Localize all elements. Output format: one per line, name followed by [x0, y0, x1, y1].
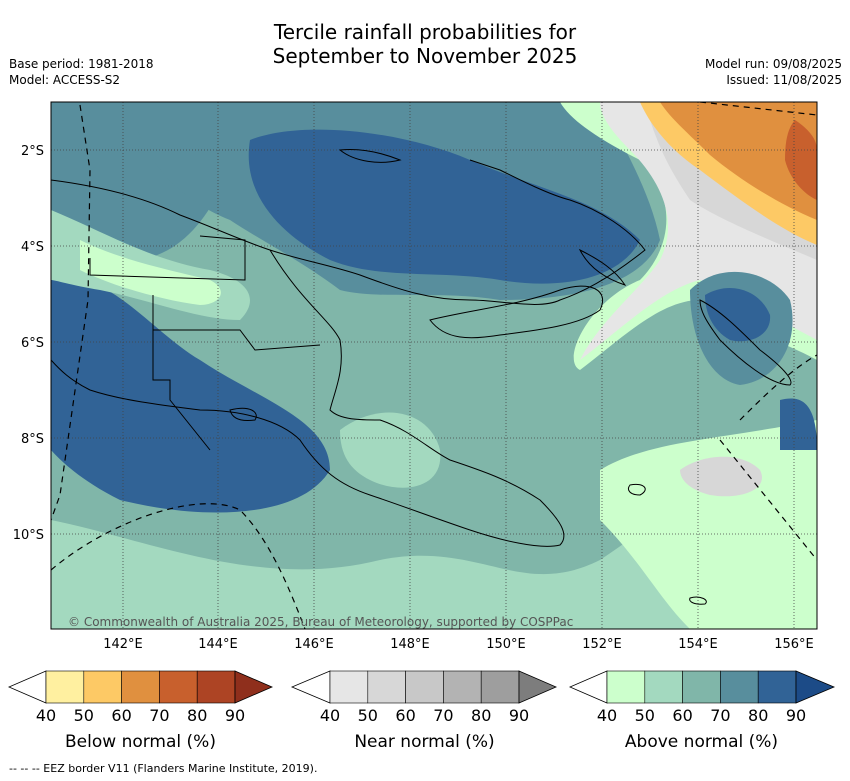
field-below-60	[660, 102, 817, 220]
colorbar-tick-label: 60	[111, 706, 131, 725]
colorbar-segment	[367, 670, 406, 704]
colorbar-tick-label: 80	[748, 706, 768, 725]
colorbar-segment	[329, 670, 369, 704]
issued-date: Issued: 11/08/2025	[726, 73, 842, 87]
colorbar-segment	[121, 670, 160, 704]
colorbar-segment	[196, 670, 236, 704]
colorbar-tick-label: 70	[433, 706, 453, 725]
colorbar-tick-label: 90	[225, 706, 245, 725]
colorbar-title: Below normal (%)	[65, 732, 216, 752]
lon-label: 150°E	[486, 637, 526, 652]
colorbar-tick-label: 80	[187, 706, 207, 725]
lat-label: 10°S	[13, 528, 44, 543]
colorbar-segment	[644, 670, 683, 704]
map-frame	[50, 101, 818, 630]
lon-labels: 142°E 144°E 146°E 148°E 150°E 152°E 154°…	[103, 637, 814, 652]
colorbar-tick-label: 50	[358, 706, 378, 725]
colorbar-title: Above normal (%)	[625, 732, 778, 752]
colorbar-over-triangle	[518, 670, 558, 704]
base-period: Base period: 1981-2018	[9, 57, 154, 71]
lon-label: 156°E	[774, 637, 814, 652]
lat-label: 8°S	[21, 432, 44, 447]
field-below-70	[785, 120, 817, 200]
borders	[89, 235, 321, 451]
lon-label: 144°E	[198, 637, 238, 652]
field-southeast-40	[600, 420, 817, 629]
colorbar-segment	[405, 670, 444, 704]
graticule	[51, 102, 817, 629]
colorbar-tick-label: 50	[74, 706, 94, 725]
lat-label: 6°S	[21, 336, 44, 351]
colorbar-tick-label: 80	[471, 706, 491, 725]
title-line-1: Tercile rainfall probabilities for	[273, 20, 577, 44]
colorbar-under-triangle	[290, 670, 331, 704]
colorbar-title: Near normal (%)	[354, 732, 494, 752]
lon-label: 152°E	[582, 637, 622, 652]
colorbar-tick-label: 70	[149, 706, 169, 725]
colorbar-over-triangle	[795, 670, 836, 704]
meta-left: Base period: 1981-2018 Model: ACCESS-S2	[9, 56, 154, 88]
lon-label: 148°E	[390, 637, 430, 652]
colorbar-segment	[682, 670, 721, 704]
field-east-80	[705, 287, 771, 342]
field-north-80	[248, 129, 640, 284]
lat-labels: 2°S 4°S 6°S 8°S 10°S	[13, 144, 44, 543]
colorbar-segment	[606, 670, 646, 704]
model-run: Model run: 09/08/2025	[704, 57, 842, 71]
map-title: Tercile rainfall probabilities for Septe…	[0, 20, 850, 68]
colorbar-over-triangle	[234, 670, 274, 704]
eez-border	[51, 102, 817, 629]
colorbar-segment	[443, 670, 482, 704]
colorbar-segment	[45, 670, 85, 704]
colorbar-segment	[159, 670, 198, 704]
colorbar-tick-label: 50	[635, 706, 655, 725]
colorbar-segment	[757, 670, 797, 704]
colorbar-tick-label: 40	[320, 706, 340, 725]
colorbar-tick-label: 60	[395, 706, 415, 725]
footer-note: -- -- -- EEZ border V11 (Flanders Marine…	[9, 762, 318, 775]
colorbar-under-triangle	[568, 670, 608, 704]
colorbar-tick-label: 90	[509, 706, 529, 725]
title-line-2: September to November 2025	[272, 44, 578, 68]
colorbar-tick-label: 40	[36, 706, 56, 725]
probability-fields	[51, 102, 817, 629]
lon-label: 142°E	[103, 637, 143, 652]
colorbar-tick-label: 70	[710, 706, 730, 725]
model-name: Model: ACCESS-S2	[9, 73, 121, 87]
field-west-80	[51, 270, 330, 513]
copyright-text: © Commonwealth of Australia 2025, Bureau…	[68, 615, 573, 629]
lon-label: 146°E	[294, 637, 334, 652]
colorbar-segment	[480, 670, 520, 704]
colorbar-segment	[83, 670, 122, 704]
colorbars: 40 50 60 70 80 90 Below normal (%) 40 50 60 70 80 90…	[7, 670, 836, 752]
field-west-40	[80, 240, 221, 305]
colorbar-tick-label: 90	[786, 706, 806, 725]
lat-label: 2°S	[21, 144, 44, 159]
colorbar-segment	[720, 670, 759, 704]
field-se-80	[780, 398, 817, 450]
colorbar-tick-label: 40	[597, 706, 617, 725]
colorbar-under-triangle	[7, 670, 47, 704]
coastlines	[51, 149, 792, 605]
lon-label: 154°E	[678, 637, 718, 652]
field-south-50	[51, 470, 817, 629]
colorbar-tick-label: 60	[672, 706, 692, 725]
field-central-50	[340, 412, 441, 488]
lat-label: 4°S	[21, 240, 44, 255]
meta-right: Model run: 09/08/2025 Issued: 11/08/2025	[705, 56, 842, 88]
